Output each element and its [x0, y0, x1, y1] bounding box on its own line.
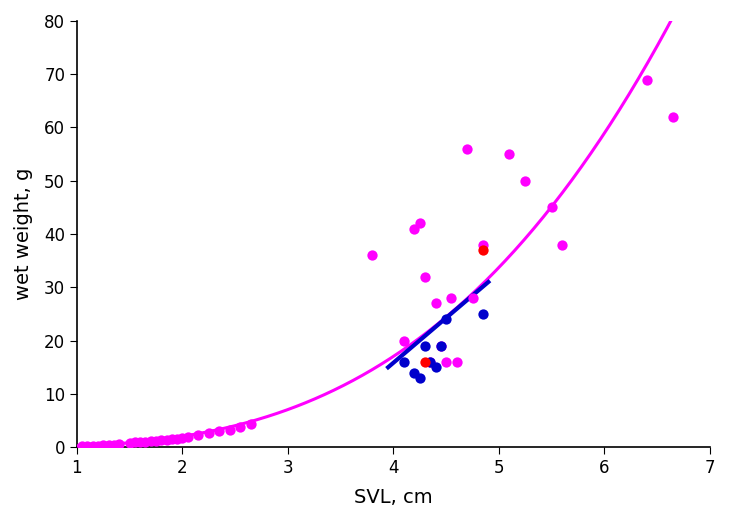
- Point: [192, 431, 204, 439]
- Point: [161, 436, 173, 444]
- Point: [419, 358, 431, 366]
- Point: [245, 420, 257, 428]
- Point: [477, 246, 489, 254]
- Point: [546, 203, 558, 212]
- Point: [166, 435, 178, 443]
- Point: [451, 358, 462, 366]
- Point: [477, 310, 489, 318]
- Point: [113, 440, 125, 448]
- Point: [409, 368, 421, 377]
- Point: [435, 342, 447, 350]
- Point: [556, 241, 568, 249]
- Point: [398, 337, 410, 345]
- Point: [424, 358, 436, 366]
- Point: [98, 441, 109, 449]
- Point: [398, 358, 410, 366]
- Point: [124, 439, 136, 447]
- Point: [414, 374, 426, 382]
- Point: [641, 76, 652, 84]
- Point: [203, 429, 214, 438]
- Point: [504, 150, 515, 158]
- Point: [440, 358, 452, 366]
- X-axis label: SVL, cm: SVL, cm: [354, 488, 433, 507]
- Point: [430, 363, 442, 371]
- Point: [419, 342, 431, 350]
- Point: [92, 441, 104, 450]
- Point: [667, 113, 679, 121]
- Point: [171, 435, 183, 443]
- Point: [155, 436, 167, 444]
- Point: [129, 438, 141, 446]
- Point: [424, 358, 436, 366]
- Point: [467, 294, 478, 302]
- Point: [134, 438, 146, 446]
- Point: [419, 272, 431, 281]
- Point: [435, 342, 447, 350]
- Point: [82, 442, 93, 450]
- Point: [145, 437, 157, 445]
- Point: [150, 437, 162, 445]
- Point: [477, 241, 489, 249]
- Point: [140, 438, 152, 446]
- Point: [414, 219, 426, 228]
- Y-axis label: wet weight, g: wet weight, g: [14, 168, 33, 300]
- Point: [224, 426, 235, 434]
- Point: [77, 442, 88, 450]
- Point: [440, 315, 452, 324]
- Point: [367, 251, 378, 259]
- Point: [214, 427, 225, 436]
- Point: [235, 423, 246, 431]
- Point: [430, 299, 442, 307]
- Point: [461, 145, 473, 153]
- Point: [182, 432, 193, 441]
- Point: [409, 225, 421, 233]
- Point: [103, 441, 114, 449]
- Point: [445, 294, 457, 302]
- Point: [176, 433, 188, 442]
- Point: [87, 441, 98, 450]
- Point: [520, 177, 531, 185]
- Point: [108, 440, 120, 449]
